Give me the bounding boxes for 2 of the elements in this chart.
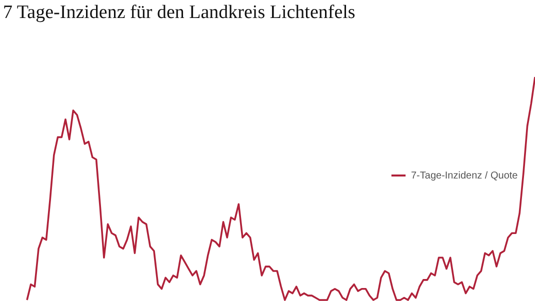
- legend-label: 7-Tage-Inzidenz / Quote: [411, 170, 518, 182]
- chart-title: 7 Tage-Inzidenz für den Landkreis Lichtenfels: [3, 2, 356, 24]
